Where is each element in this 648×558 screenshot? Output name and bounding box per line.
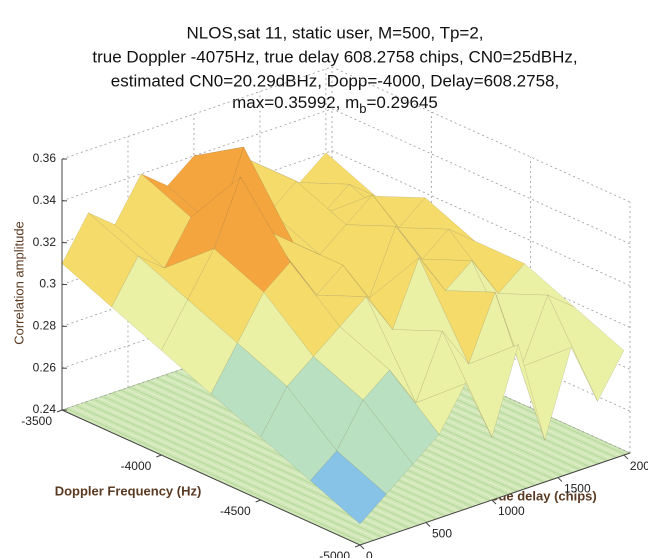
x-tick [623,454,629,460]
y-tick-label: -4500 [220,504,251,518]
y-tick [156,454,162,458]
z-tick-label: 0.36 [33,151,57,165]
title-line: true Doppler -4075Hz, true delay 608.275… [92,47,577,66]
floor-stripe [70,406,370,543]
y-tick [354,544,361,548]
x-tick-label: 500 [432,527,452,541]
x-tick-label: 0 [366,549,373,558]
y-tick [255,499,261,503]
y-tick-label: -4000 [121,459,152,473]
floor-stripe [93,398,392,535]
y-tick-label: -3500 [21,414,52,428]
title-part: =0.29645 [366,93,437,112]
floor-stripe [88,400,388,537]
y-tick [56,409,63,413]
title-line: max=0.35992, mb=0.29645 [232,93,438,116]
surface-patch [310,450,387,525]
title-line: estimated CN0=20.29dBHz, Dopp=-4000, Del… [111,71,559,90]
title-subscript: b [359,101,366,116]
floor-stripe [84,401,383,538]
floor-stripe [66,408,365,544]
title-line: NLOS,sat 11, static user, M=500, Tp=2, [186,23,483,42]
x-tick [557,477,563,482]
title-part: max=0.35992, m [232,93,359,112]
y-tick-label: -5000 [319,549,350,558]
z-tick-label: 0.34 [33,193,57,207]
floor-stripe [75,404,374,541]
x-tick-label: 1000 [498,504,525,518]
floor-stripe [79,403,379,540]
z-axis-label: Correlation amplitude [11,221,26,345]
z-tick-label: 0.26 [33,360,57,374]
x-tick [425,522,431,527]
grid-line [61,108,631,245]
x-tick [491,499,497,505]
z-tick-label: 0.24 [33,402,57,416]
x-tick-label: 1500 [564,482,591,496]
z-tick-label: 0.32 [33,235,57,249]
z-tick-label: 0.28 [33,319,57,333]
x-tick-label: 2000 [630,459,648,473]
x-tick [359,544,365,550]
y-axis-label: Doppler Frequency (Hz) [55,483,202,498]
z-tick-label: 0.3 [39,277,56,291]
